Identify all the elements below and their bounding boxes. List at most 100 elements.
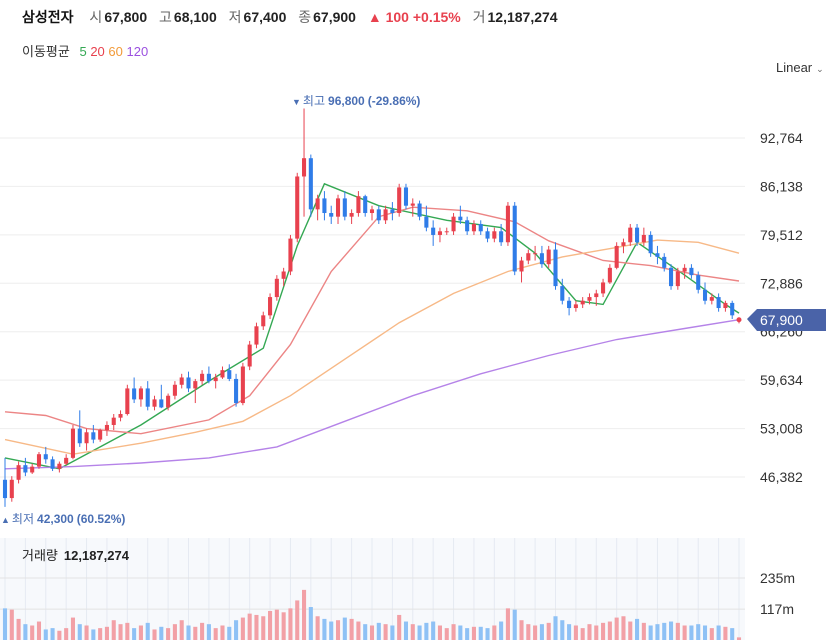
candle bbox=[315, 194, 320, 221]
candle-body bbox=[16, 465, 21, 480]
min-label: 최저 bbox=[12, 512, 34, 526]
candle bbox=[172, 381, 177, 400]
candle bbox=[696, 271, 701, 294]
candle bbox=[621, 238, 626, 254]
candle-body bbox=[641, 234, 646, 243]
volume-bar bbox=[23, 624, 28, 640]
candle-body bbox=[2, 479, 8, 499]
volume-bar bbox=[30, 625, 35, 640]
volume-bar bbox=[50, 628, 55, 640]
volume-bar bbox=[465, 628, 470, 640]
candle-body bbox=[308, 158, 313, 210]
volume-bar bbox=[166, 628, 171, 640]
candle bbox=[308, 154, 313, 217]
candle bbox=[206, 366, 211, 384]
volume-bar bbox=[689, 625, 694, 640]
candle bbox=[111, 414, 116, 431]
volume-bar bbox=[560, 620, 565, 640]
candle-body bbox=[716, 297, 721, 309]
candle-body bbox=[675, 271, 680, 287]
last-price-dot bbox=[736, 317, 742, 323]
candle-body bbox=[682, 267, 687, 272]
volume-bar bbox=[234, 620, 239, 640]
volume-bar bbox=[356, 621, 361, 640]
candle-body bbox=[234, 378, 239, 404]
candle bbox=[397, 183, 402, 217]
candle bbox=[526, 249, 531, 265]
volume-bar bbox=[118, 624, 123, 640]
candle-body bbox=[138, 388, 143, 400]
candle-body bbox=[451, 216, 456, 232]
volume-bar bbox=[444, 628, 449, 640]
volume-bar bbox=[662, 622, 667, 640]
candle-body bbox=[77, 428, 82, 444]
candle bbox=[261, 311, 266, 330]
y-tick-label: 46,382 bbox=[760, 469, 803, 485]
min-value: 42,300 bbox=[37, 512, 74, 526]
scale-selector[interactable]: Linear ⌄ bbox=[776, 60, 824, 75]
ma-legend-20[interactable]: 20 bbox=[90, 44, 105, 59]
change-pct: +0.15% bbox=[412, 9, 461, 25]
volume-tick-label: 235m bbox=[760, 570, 795, 586]
volume-bar bbox=[369, 625, 375, 640]
candle bbox=[159, 384, 164, 409]
candle-body bbox=[145, 388, 150, 407]
volume-panel-value: 12,187,274 bbox=[63, 548, 129, 563]
volume-bar bbox=[594, 625, 599, 640]
candle bbox=[580, 297, 585, 309]
volume-bar bbox=[132, 628, 137, 640]
candle-body bbox=[431, 227, 436, 235]
candle-body bbox=[485, 231, 490, 239]
volume-bar bbox=[254, 614, 259, 640]
candle bbox=[30, 463, 35, 474]
candle bbox=[125, 384, 130, 416]
candle bbox=[166, 393, 171, 411]
candle bbox=[179, 373, 184, 389]
ma-legend-60[interactable]: 60 bbox=[108, 44, 123, 59]
volume-bar bbox=[301, 589, 307, 640]
candle-body bbox=[166, 395, 171, 408]
candle bbox=[641, 227, 646, 246]
candle-body bbox=[349, 213, 354, 217]
volume-bar bbox=[648, 625, 653, 640]
candle bbox=[587, 293, 592, 305]
candle-body bbox=[505, 205, 510, 243]
candle bbox=[505, 202, 510, 246]
volume-bar bbox=[125, 622, 130, 640]
volume-bar bbox=[200, 622, 205, 640]
candle-body bbox=[560, 286, 565, 301]
candle-body bbox=[471, 223, 476, 232]
candle bbox=[234, 373, 239, 407]
volume-bar bbox=[485, 628, 490, 640]
candle-body bbox=[84, 432, 89, 444]
candle bbox=[689, 264, 694, 279]
volume-bar bbox=[281, 612, 286, 640]
candle-body bbox=[64, 457, 69, 464]
candle bbox=[220, 366, 225, 379]
volume-bar bbox=[57, 630, 62, 640]
candle bbox=[2, 457, 8, 507]
volume-bar bbox=[64, 628, 69, 640]
candle bbox=[465, 216, 470, 235]
candle bbox=[628, 223, 633, 246]
candle-body bbox=[369, 209, 375, 214]
candle-body bbox=[254, 326, 259, 345]
candle-body bbox=[390, 209, 395, 214]
candle-body bbox=[601, 282, 606, 294]
candle-body bbox=[492, 231, 497, 239]
ma-legend-5[interactable]: 5 bbox=[79, 44, 87, 59]
candle-body bbox=[43, 454, 48, 460]
candle bbox=[322, 191, 327, 221]
candle bbox=[560, 278, 565, 305]
volume-bar bbox=[539, 624, 544, 640]
candle bbox=[682, 264, 687, 279]
min-arrow-icon: ▲ bbox=[1, 515, 10, 525]
ma-legend-120[interactable]: 120 bbox=[126, 44, 149, 59]
candle-body bbox=[607, 267, 612, 283]
volume-bar bbox=[499, 621, 504, 640]
y-tick-label: 59,634 bbox=[760, 372, 803, 388]
candle-body bbox=[342, 198, 347, 217]
candle-body bbox=[410, 203, 415, 206]
